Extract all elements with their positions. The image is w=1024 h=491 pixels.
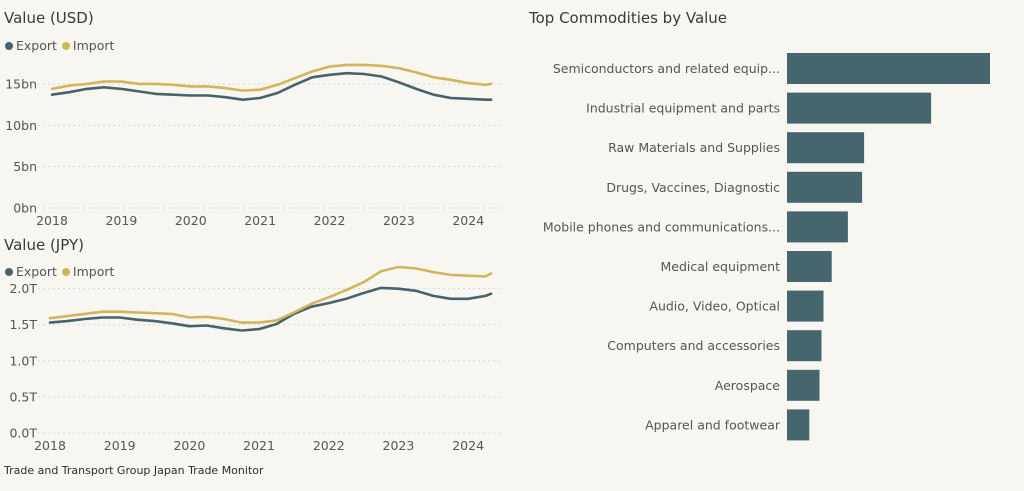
commodity-bar bbox=[787, 251, 832, 282]
commodity-label: Semiconductors and related equip... bbox=[553, 61, 780, 76]
usd-series-line-import bbox=[50, 63, 493, 92]
commodity-label: Medical equipment bbox=[660, 259, 780, 274]
usd-y-tick-label: 10bn bbox=[5, 118, 37, 133]
usd-x-tick-label: 2018 bbox=[36, 213, 68, 228]
usd-x-tick-label: 2022 bbox=[314, 213, 346, 228]
legend-item-export[interactable]: Export bbox=[5, 38, 57, 53]
commodity-bar bbox=[787, 132, 865, 164]
commodity-label: Raw Materials and Supplies bbox=[608, 140, 780, 155]
footer-source: Trade and Transport Group Japan Trade Mo… bbox=[4, 464, 264, 477]
commodity-bar bbox=[787, 369, 820, 401]
jpy-line-chart: 0.0T 0.5T 1.0T 1.5T 2.0T 2018 2019 2020 2021 2022… bbox=[9, 265, 502, 453]
usd-x-tick-label: 2021 bbox=[244, 213, 276, 228]
jpy-y-tick-label: 2.0T bbox=[9, 281, 37, 296]
usd-y-tick-label: 0bn bbox=[13, 201, 37, 216]
commodity-label: Apparel and footwear bbox=[645, 417, 781, 432]
jpy-x-tick-label: 2020 bbox=[173, 438, 205, 453]
usd-series-line-export bbox=[50, 71, 493, 101]
usd-x-tick-label: 2020 bbox=[175, 213, 207, 228]
legend-label-export: Export bbox=[16, 38, 57, 53]
jpy-y-tick-label: 0.0T bbox=[9, 426, 37, 441]
legend-label-import-jpy: Import bbox=[72, 264, 115, 279]
commodity-bar bbox=[787, 53, 990, 84]
commodity-label: Mobile phones and communications... bbox=[543, 219, 780, 234]
commodity-bar bbox=[787, 171, 863, 203]
legend-label-import: Import bbox=[72, 38, 115, 53]
jpy-y-tick-label: 1.5T bbox=[9, 317, 37, 332]
commodities-chart-title: Top Commodities by Value bbox=[529, 9, 728, 27]
commodity-bar bbox=[787, 211, 848, 243]
jpy-y-tick-label: 1.0T bbox=[9, 353, 37, 368]
commodity-label: Drugs, Vaccines, Diagnostic bbox=[606, 180, 780, 195]
usd-x-tick-label: 2019 bbox=[105, 213, 137, 228]
commodity-bar bbox=[787, 92, 932, 124]
jpy-series-line-import bbox=[48, 265, 493, 324]
jpy-x-tick-label: 2024 bbox=[452, 438, 484, 453]
commodity-bar bbox=[787, 290, 824, 322]
usd-x-tick-label: 2024 bbox=[452, 213, 484, 228]
usd-line-chart: 0bn 5bn 10bn 15bn 2018 2019 2020 2021 2022 2023 20… bbox=[5, 63, 502, 228]
usd-x-tick-label: 2023 bbox=[383, 213, 415, 228]
jpy-y-tick-label: 0.5T bbox=[9, 389, 37, 404]
jpy-chart-legend: Export Import bbox=[5, 264, 119, 279]
import-legend-dot-jpy bbox=[61, 267, 70, 276]
jpy-x-tick-label: 2023 bbox=[383, 438, 415, 453]
legend-item-import[interactable]: Import bbox=[61, 38, 115, 53]
import-legend-dot bbox=[61, 41, 70, 50]
commodity-label: Aerospace bbox=[715, 378, 781, 393]
commodities-bar-chart: Semiconductors and related equip... Indus… bbox=[543, 53, 990, 441]
export-legend-dot bbox=[5, 41, 13, 50]
usd-chart-title: Value (USD) bbox=[4, 9, 94, 27]
jpy-x-tick-label: 2022 bbox=[313, 438, 345, 453]
jpy-x-tick-label: 2021 bbox=[243, 438, 275, 453]
export-legend-dot-jpy bbox=[5, 267, 13, 276]
jpy-x-tick-label: 2019 bbox=[104, 438, 136, 453]
commodity-label: Industrial equipment and parts bbox=[586, 101, 780, 116]
jpy-x-tick-label: 2018 bbox=[34, 438, 66, 453]
usd-y-tick-label: 15bn bbox=[5, 76, 37, 91]
jpy-chart-title: Value (JPY) bbox=[4, 236, 84, 254]
legend-item-export-jpy[interactable]: Export bbox=[5, 264, 57, 279]
commodity-label: Computers and accessories bbox=[607, 338, 780, 353]
legend-label-export-jpy: Export bbox=[16, 264, 57, 279]
commodity-label: Audio, Video, Optical bbox=[649, 299, 780, 314]
usd-chart-legend: Export Import bbox=[5, 38, 119, 53]
jpy-series-line-export bbox=[48, 286, 493, 332]
commodity-bar bbox=[787, 330, 822, 362]
commodity-bar bbox=[787, 409, 810, 441]
usd-y-tick-label: 5bn bbox=[13, 159, 37, 174]
legend-item-import-jpy[interactable]: Import bbox=[61, 264, 115, 279]
